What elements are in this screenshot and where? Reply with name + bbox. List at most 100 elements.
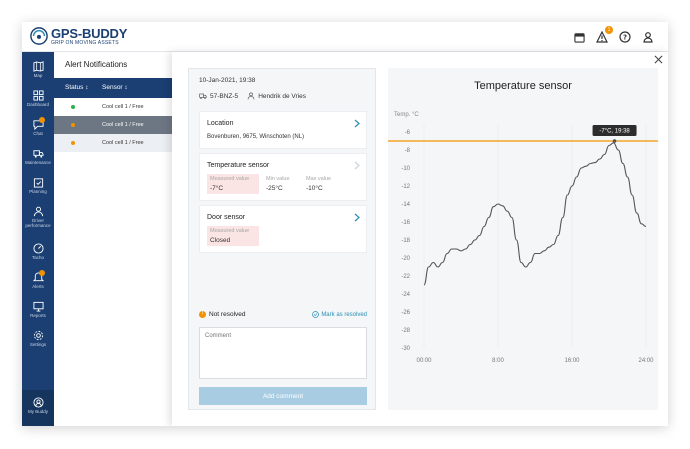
sidebar-item-label: Maintenance: [25, 160, 51, 165]
x-tick-label: 8:00: [492, 358, 504, 364]
y-tick-label: -28: [401, 328, 410, 334]
sidebar-item-label: Tacho: [31, 255, 44, 260]
check-circle-icon: [312, 311, 320, 318]
min-value: -25°C: [266, 185, 283, 192]
temperature-card[interactable]: Temperature sensor Measured value -7°C M…: [199, 153, 367, 201]
y-tick-label: -6: [405, 130, 411, 136]
sidebar-item-label: Planning: [29, 189, 47, 194]
y-tick-label: -12: [401, 184, 410, 190]
profile-button[interactable]: [640, 29, 656, 45]
alerts-title: Alert Notifications: [65, 60, 128, 69]
sidebar-item-label: My Buddy: [27, 409, 48, 414]
sidebar-item-settings[interactable]: Settings: [22, 330, 54, 358]
my-buddy-item: My Buddy: [22, 397, 54, 425]
sidebar-item-alerts[interactable]: Alerts: [22, 270, 54, 300]
sensor-cell: Cool cell 1 / Free: [102, 140, 144, 146]
chevron-right-icon: [354, 119, 360, 128]
calendar-button[interactable]: [571, 29, 587, 45]
door-sensor-card[interactable]: Door sensor Measured value Closed: [199, 205, 367, 253]
y-tick-label: -22: [401, 274, 410, 280]
y-tick-label: -24: [401, 292, 410, 298]
comment-input[interactable]: [199, 327, 367, 379]
tacho-icon: [32, 243, 44, 254]
column-status[interactable]: Status ↕: [65, 84, 89, 91]
sidebar-item-maintenance[interactable]: Maintenance: [22, 148, 54, 176]
sidebar-item-label: Dashboard: [26, 102, 49, 107]
sidebar-item-label: Settings: [29, 342, 47, 347]
sidebar-item-planning[interactable]: Planning: [22, 177, 54, 205]
sidebar-item-label: Alerts: [32, 284, 44, 289]
sidebar-item-map[interactable]: Map: [22, 61, 54, 89]
mark-resolved-label: Mark as resolved: [321, 311, 367, 318]
mark-resolved-link[interactable]: Mark as resolved: [312, 311, 367, 318]
chevron-right-icon: [354, 213, 360, 222]
measured-label: Measured value: [210, 176, 250, 182]
status-dot: [71, 105, 75, 109]
sidebar-item-driver-performance[interactable]: Driver performance: [22, 206, 54, 234]
calendar-icon: [573, 32, 585, 43]
door-sensor-title: Door sensor: [207, 214, 246, 221]
location-card[interactable]: Location Bovenburen, 9675, Winschoten (N…: [199, 111, 367, 149]
chart-title: Temperature sensor: [474, 80, 572, 92]
location-value: Bovenburen, 9675, Winschoten (NL): [207, 134, 305, 140]
alert-detail-panel: 10-Jan-2021, 19:38 57-BNZ-5 Hendrik de V…: [172, 52, 668, 426]
alerts-table-header: Status ↕ Sensor ↕: [54, 78, 172, 98]
status-text: Not resolved: [209, 311, 246, 318]
x-tick-label: 00:00: [416, 358, 432, 364]
location-title: Location: [207, 120, 234, 127]
notification-badge: 1: [605, 26, 613, 34]
sidebar-item-tacho[interactable]: Tacho: [22, 243, 54, 271]
vehicle-plate: 57-BNZ-5: [210, 92, 239, 100]
alert-datetime: 10-Jan-2021, 19:38: [199, 77, 256, 84]
column-sensor[interactable]: Sensor ↕: [102, 84, 128, 91]
sidebar-item-chat[interactable]: Chat: [22, 117, 54, 147]
max-value: -10°C: [306, 185, 323, 192]
buddy-icon: [32, 397, 44, 408]
top-bar: GPS-BUDDY GRIP ON MOVING ASSETS 1 ?: [22, 22, 668, 52]
tooltip-label: -7°C, 19:38: [599, 129, 630, 135]
measured-value-box: Measured value -7°C: [207, 174, 259, 194]
y-tick-label: -30: [401, 346, 410, 352]
y-tick-label: -8: [405, 148, 411, 154]
y-tick-label: -14: [401, 202, 410, 208]
sidebar-item-label: Map: [33, 73, 43, 78]
tooltip-point: [612, 139, 617, 143]
logo-tagline: GRIP ON MOVING ASSETS: [51, 40, 119, 46]
sidebar-item-label: Chat: [33, 131, 43, 136]
logo-text: GPS-BUDDY: [51, 26, 128, 41]
temperature-title: Temperature sensor: [207, 162, 270, 169]
sidebar-item-my-buddy[interactable]: My Buddy: [22, 390, 54, 426]
map-icon: [32, 61, 44, 72]
sidebar: Map Dashboard Chat Maintenance Planning …: [22, 52, 54, 426]
table-row-selected[interactable]: Cool cell 1 / Free: [54, 116, 172, 134]
resolution-status: ! Not resolved Mark as resolved: [199, 310, 367, 320]
max-label: Max value: [306, 176, 332, 182]
table-row[interactable]: Cool cell 1 / Free: [54, 134, 172, 152]
alerts-button[interactable]: 1: [594, 26, 613, 45]
x-tick-label: 24:00: [638, 358, 654, 364]
sidebar-item-reports[interactable]: Reports: [22, 301, 54, 329]
y-tick-label: -18: [401, 238, 410, 244]
close-icon[interactable]: [654, 55, 663, 64]
sidebar-item-label: Reports: [30, 313, 46, 318]
unresolved-status-badge: !: [199, 311, 206, 318]
table-row[interactable]: Cool cell 1 / Free: [54, 98, 172, 116]
add-comment-button[interactable]: Add comment: [199, 387, 367, 405]
logo[interactable]: GPS-BUDDY GRIP ON MOVING ASSETS: [30, 26, 160, 50]
help-button[interactable]: ?: [617, 29, 633, 45]
sensor-cell: Cool cell 1 / Free: [102, 122, 144, 128]
temperature-chart: Temperature sensor Temp. °C -6 -8 -10 -12 -14…: [388, 68, 658, 410]
sidebar-item-dashboard[interactable]: Dashboard: [22, 90, 54, 118]
y-tick-label: -10: [401, 166, 410, 172]
truck-icon: [32, 150, 44, 158]
truck-icon: [199, 93, 207, 99]
driver-name: Hendrik de Vries: [258, 92, 306, 100]
help-icon: ?: [619, 31, 631, 43]
temperature-series-line: [423, 142, 647, 286]
sensor-cell: Cool cell 1 / Free: [102, 104, 144, 110]
y-tick-label: -16: [401, 220, 410, 226]
tooltip-box: [592, 125, 637, 136]
y-tick-label: -26: [401, 310, 410, 316]
chevron-right-icon: [354, 161, 360, 170]
driver-icon: [33, 206, 43, 217]
